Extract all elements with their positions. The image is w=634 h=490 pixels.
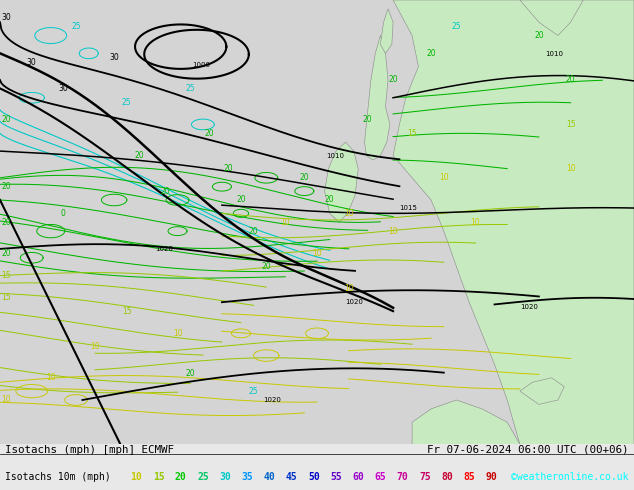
Text: 20: 20 [363,116,373,124]
Text: 20: 20 [175,472,186,482]
Text: 80: 80 [441,472,453,482]
Polygon shape [365,36,390,160]
Text: 90: 90 [486,472,497,482]
Text: 35: 35 [242,472,253,482]
Text: 1020: 1020 [346,299,363,305]
Text: 20: 20 [1,249,11,258]
Text: 20: 20 [185,369,195,378]
Polygon shape [520,378,564,404]
Text: 25: 25 [122,98,132,107]
Text: 20: 20 [1,182,11,191]
Text: 10: 10 [280,218,290,227]
Text: 1015: 1015 [399,205,417,211]
Text: 85: 85 [463,472,475,482]
Text: 60: 60 [353,472,364,482]
Text: 15: 15 [1,271,11,280]
Text: 15: 15 [122,307,132,316]
Text: 25: 25 [197,472,209,482]
Text: 20: 20 [249,226,259,236]
Text: 10: 10 [312,249,322,258]
Text: 30: 30 [27,58,37,67]
Text: 1000: 1000 [193,62,210,68]
Text: 30: 30 [58,84,68,94]
Text: 20: 20 [325,196,335,204]
Text: 0: 0 [61,209,66,218]
Text: 75: 75 [419,472,430,482]
Text: 10: 10 [439,173,449,182]
Text: 70: 70 [397,472,408,482]
Text: 20: 20 [1,116,11,124]
Text: 10: 10 [344,284,354,294]
Text: 20: 20 [236,196,246,204]
Text: ©weatheronline.co.uk: ©weatheronline.co.uk [512,472,629,482]
Text: 10: 10 [46,373,56,382]
Text: 1020: 1020 [263,397,281,403]
Text: 25: 25 [185,84,195,94]
Text: 20: 20 [299,173,309,182]
Text: 20: 20 [566,75,576,84]
Text: 10: 10 [131,472,142,482]
Text: 40: 40 [264,472,275,482]
Text: 20: 20 [204,129,214,138]
Text: Fr 07-06-2024 06:00 UTC (00+06): Fr 07-06-2024 06:00 UTC (00+06) [427,445,629,455]
Text: 30: 30 [109,53,119,62]
Text: 55: 55 [330,472,342,482]
Text: 20: 20 [388,75,398,84]
Text: 1020: 1020 [520,304,538,310]
Text: 20: 20 [261,262,271,271]
Text: 10: 10 [172,329,183,338]
Text: Isotachs (mph) [mph] ECMWF: Isotachs (mph) [mph] ECMWF [5,445,174,455]
Text: 30: 30 [1,13,11,22]
Text: 10: 10 [470,218,481,227]
Text: 10: 10 [566,164,576,173]
Text: 45: 45 [286,472,297,482]
Text: 65: 65 [375,472,386,482]
Text: 25: 25 [249,387,259,395]
Text: 1010: 1010 [545,50,563,56]
Text: 20: 20 [534,31,544,40]
Text: 1020: 1020 [155,246,173,252]
Text: 25: 25 [71,22,81,31]
Text: 20: 20 [1,218,11,227]
Text: 25: 25 [451,22,462,31]
Polygon shape [325,142,358,222]
Text: 15: 15 [153,472,164,482]
Text: 20: 20 [134,151,145,160]
Text: 10: 10 [90,342,100,351]
Text: 20: 20 [160,187,170,196]
Text: 10: 10 [1,395,11,404]
Text: 15: 15 [407,129,417,138]
Text: 15: 15 [566,120,576,129]
Text: 30: 30 [219,472,231,482]
Polygon shape [380,9,393,53]
Text: 1010: 1010 [327,153,344,159]
Text: 15: 15 [1,294,11,302]
Text: 20: 20 [223,164,233,173]
Polygon shape [393,0,634,444]
Text: 10: 10 [388,226,398,236]
Text: 10: 10 [344,209,354,218]
Text: 50: 50 [308,472,320,482]
Polygon shape [412,400,520,444]
Text: 20: 20 [426,49,436,58]
Text: Isotachs 10m (mph): Isotachs 10m (mph) [5,472,111,482]
Polygon shape [520,0,583,36]
